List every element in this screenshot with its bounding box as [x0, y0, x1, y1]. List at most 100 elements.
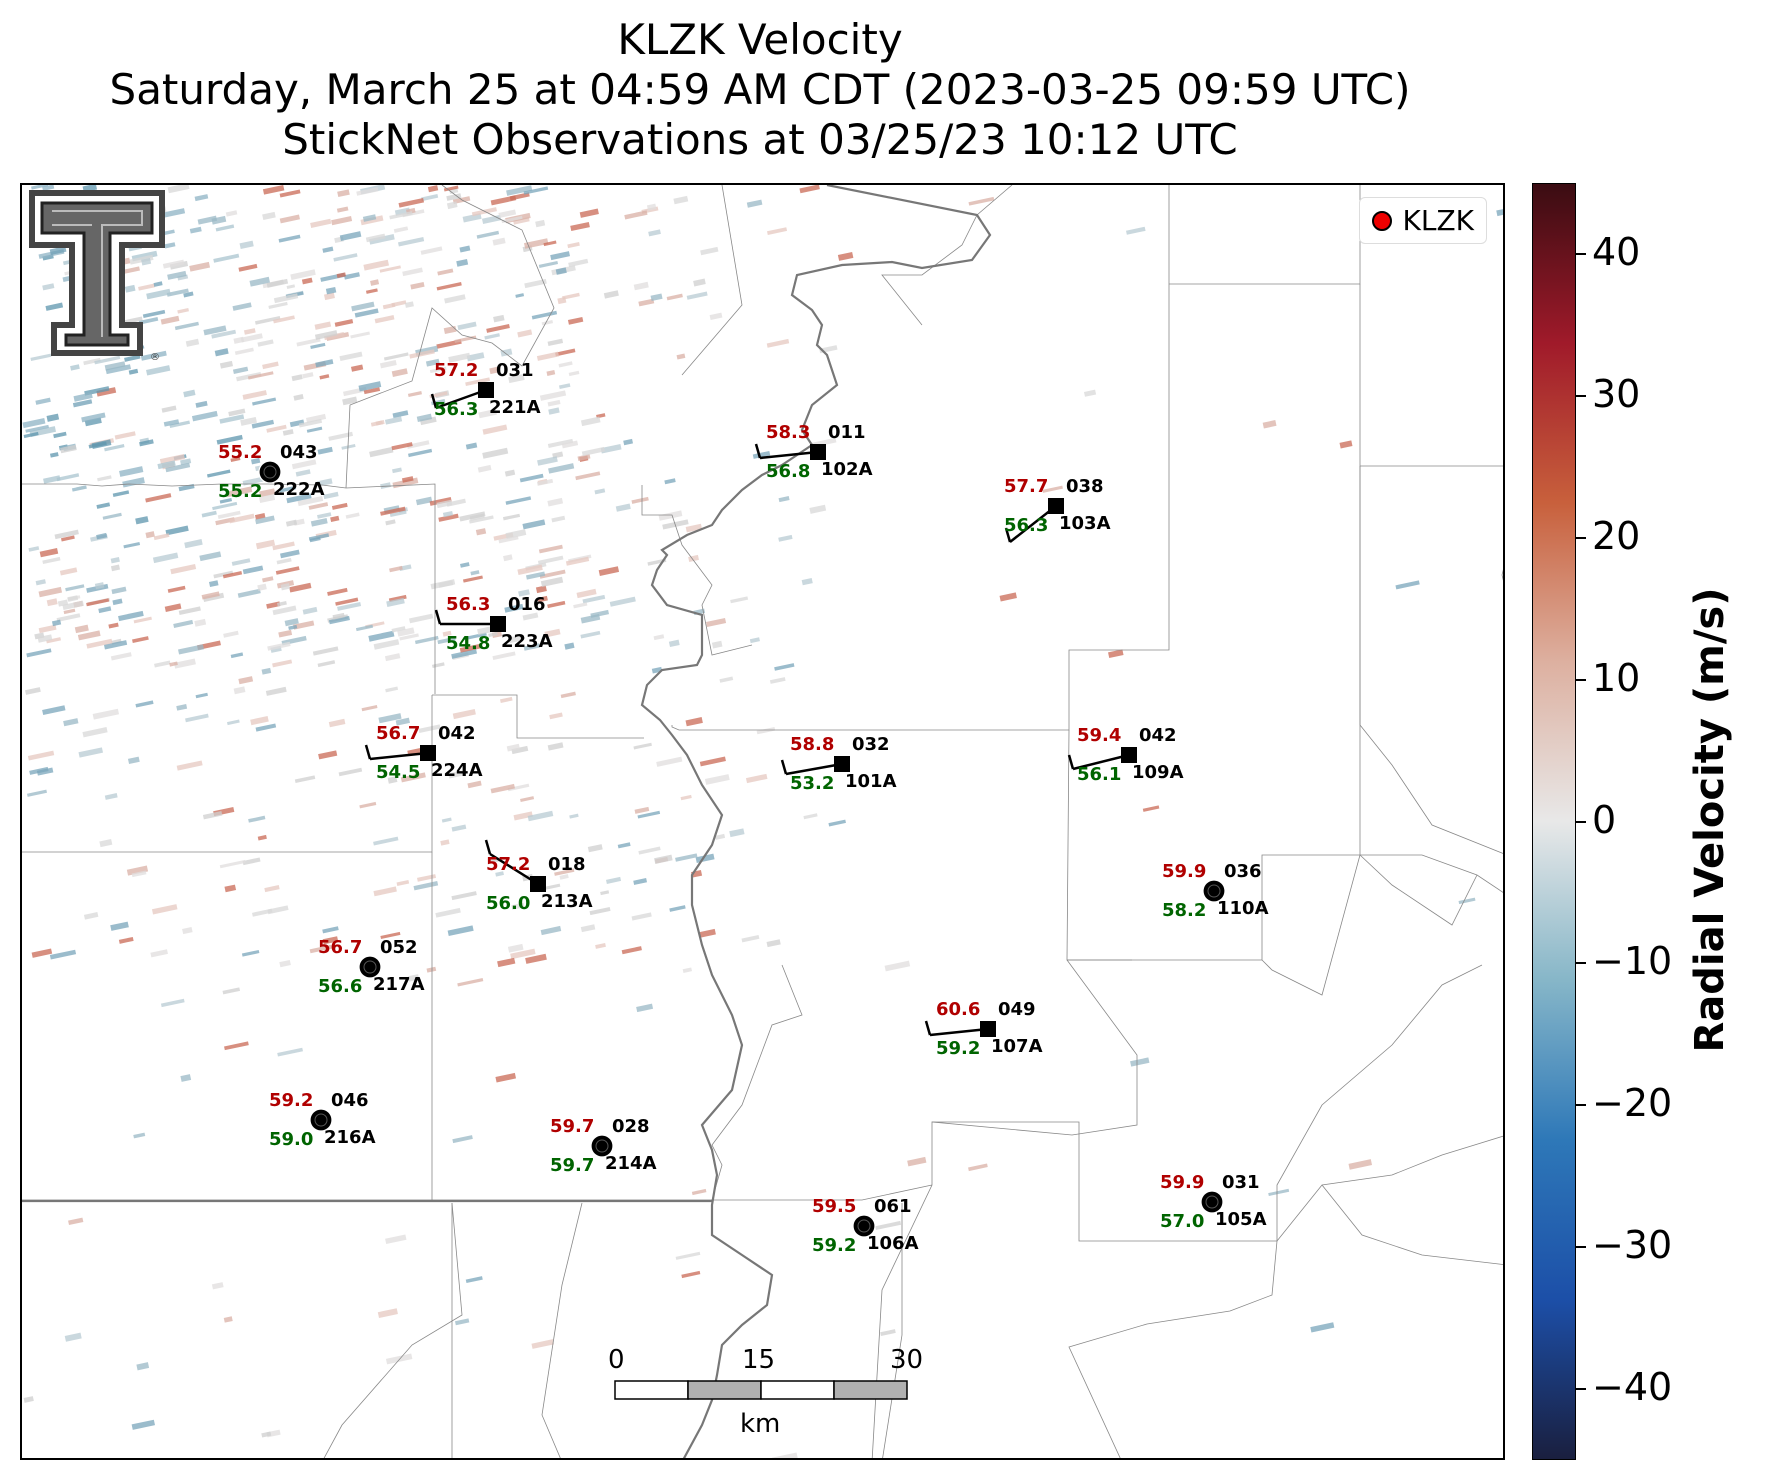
station-216A[interactable]: 59.2 046 59.0 216A	[269, 1090, 376, 1150]
radar-echo	[442, 630, 452, 637]
radar-echo	[276, 601, 287, 607]
radar-echo	[437, 636, 456, 645]
station-temperature: 58.3	[766, 422, 810, 443]
radar-echo	[215, 224, 235, 232]
radar-echo	[559, 383, 571, 389]
station-102A[interactable]: 58.3 011 56.8 102A	[754, 422, 873, 482]
radar-echo	[328, 431, 353, 441]
radar-echo	[490, 783, 515, 794]
radar-echo	[675, 1251, 701, 1260]
station-106A[interactable]: 59.5 061 59.2 106A	[812, 1196, 919, 1256]
radar-echo	[447, 925, 474, 937]
radar-echo	[35, 397, 51, 405]
radar-echo	[741, 934, 760, 943]
radar-echo	[700, 246, 719, 256]
radar-echo	[515, 293, 525, 298]
radar-echo	[278, 629, 293, 638]
radar-echo	[62, 600, 84, 611]
station-221A[interactable]: 57.2 031 56.3 221A	[430, 360, 541, 420]
station-wind-direction: 043	[280, 442, 318, 463]
radar-echo	[730, 596, 749, 604]
radar-echo	[153, 533, 170, 541]
radar-echo	[518, 589, 530, 597]
radar-echo	[540, 925, 562, 936]
radar-echo	[126, 865, 149, 876]
radar-echo	[331, 502, 348, 510]
radar-echo	[522, 612, 539, 621]
station-105A[interactable]: 59.9 031 57.0 105A	[1160, 1172, 1267, 1232]
radar-echo	[569, 813, 579, 819]
radar-echo	[490, 195, 517, 206]
radar-echo	[1458, 897, 1476, 905]
radar-echo	[884, 960, 911, 972]
station-217A[interactable]: 56.7 052 56.6 217A	[318, 937, 425, 997]
radar-echo	[29, 766, 49, 775]
radar-echo	[417, 874, 437, 882]
radar-echo	[133, 1132, 146, 1139]
radar-echo	[39, 548, 59, 558]
radar-echo	[336, 272, 346, 279]
radar-echo	[232, 366, 249, 374]
radar-echo	[226, 486, 253, 498]
radar-echo	[365, 288, 378, 294]
radar-echo	[511, 902, 525, 910]
radar-echo	[67, 595, 79, 602]
radar-echo	[600, 443, 622, 454]
radar-echo	[1083, 389, 1097, 397]
radar-echo	[264, 885, 280, 893]
wind-barb-shaft	[435, 388, 487, 410]
wind-barb-shaft	[1072, 753, 1130, 771]
radar-echo	[548, 463, 575, 474]
radar-echo	[224, 884, 237, 893]
station-222A[interactable]: 55.2 043 55.2 222A	[218, 442, 325, 502]
radar-echo	[306, 426, 323, 433]
radar-echo	[23, 431, 39, 439]
station-id: 106A	[867, 1233, 919, 1254]
radar-echo	[505, 529, 527, 540]
station-101A[interactable]: 58.8 032 53.2 101A	[780, 734, 897, 794]
radar-echo	[111, 586, 127, 595]
radar-echo	[386, 597, 405, 607]
radar-echo	[279, 959, 291, 968]
radar-echo	[767, 227, 788, 236]
radar-echo	[68, 1217, 84, 1226]
radar-echo	[334, 319, 354, 327]
station-213A[interactable]: 57.2 018 56.0 213A	[484, 839, 593, 914]
station-109A[interactable]: 59.4 042 56.1 109A	[1067, 725, 1184, 785]
colorbar-tick-label: 20	[1592, 513, 1641, 558]
radar-echo	[1268, 1188, 1290, 1197]
station-id: 105A	[1215, 1209, 1267, 1230]
station-214A[interactable]: 59.7 028 59.7 214A	[550, 1116, 657, 1176]
radar-echo	[211, 329, 237, 339]
radar-echo	[355, 624, 374, 632]
radar-echo	[510, 948, 536, 960]
station-103A[interactable]: 57.7 038 56.3 103A	[1004, 476, 1111, 543]
station-wind-direction: 031	[496, 360, 534, 381]
radar-echo	[573, 602, 588, 609]
calm-wind-inner-ring-icon	[857, 1219, 871, 1233]
station-square-icon	[490, 616, 506, 632]
colorbar-tick-mark	[1576, 1246, 1586, 1249]
radar-echo	[237, 588, 261, 598]
radar-echo	[278, 234, 301, 243]
radar-echo	[502, 513, 521, 521]
station-224A[interactable]: 56.7 042 54.5 224A	[364, 723, 483, 783]
colorbar-tick-label: 10	[1592, 655, 1641, 700]
radar-echo	[637, 810, 661, 819]
radar-echo	[103, 640, 128, 650]
station-223A[interactable]: 56.3 016 54.8 223A	[434, 594, 553, 654]
radar-echo	[454, 1318, 470, 1326]
radar-echo	[500, 696, 513, 703]
radar-echo	[523, 186, 549, 195]
radar-echo	[194, 618, 207, 627]
radar-echo	[537, 456, 558, 466]
radar-map[interactable]: 57.2 031 56.3 221A 55.2 043 55.2 222A 58.3 011 56.…	[20, 183, 1505, 1460]
radar-echo	[426, 966, 437, 973]
radar-echo	[999, 592, 1017, 602]
radar-echo	[64, 1332, 82, 1342]
radar-echo	[272, 605, 297, 616]
station-110A[interactable]: 59.9 036 58.2 110A	[1162, 861, 1269, 921]
radar-echo	[159, 454, 185, 465]
radar-echo	[486, 324, 510, 333]
station-107A[interactable]: 60.6 049 59.2 107A	[924, 999, 1043, 1059]
